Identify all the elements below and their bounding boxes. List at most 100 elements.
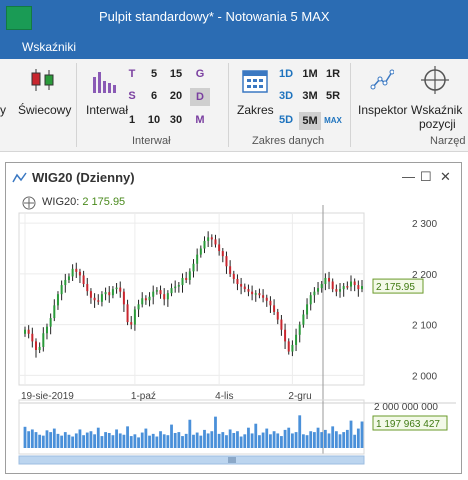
legend-value: 2 175.95 xyxy=(82,196,126,208)
tab-wskazniki[interactable]: Wskaźniki xyxy=(22,40,77,54)
range-option-3m[interactable]: 3M xyxy=(302,90,318,102)
volume-bar xyxy=(283,429,287,448)
range-option-1r[interactable]: 1R xyxy=(325,68,341,80)
y-tick-label: 2 000 xyxy=(412,371,437,382)
range-button[interactable]: Zakres xyxy=(237,103,274,117)
candle xyxy=(159,290,162,295)
candle xyxy=(350,281,353,287)
volume-bar xyxy=(239,436,243,448)
candle xyxy=(188,271,191,280)
candle xyxy=(119,287,122,292)
price-chart[interactable]: 2 000 2 100 2 200 2 300 19-sie-2019 1-paź 4-li… xyxy=(6,163,461,473)
range-option-1d[interactable]: 1D xyxy=(278,68,294,80)
interval-option-6[interactable]: 6 xyxy=(150,90,158,102)
candle xyxy=(97,300,100,302)
volume-bar xyxy=(34,432,38,448)
candle xyxy=(148,296,151,301)
current-price-marker xyxy=(372,278,424,294)
title-bar: Pulpit standardowy* - Notowania 5 MAX xyxy=(0,0,468,34)
candle xyxy=(353,281,356,286)
interval-option-g[interactable]: G xyxy=(195,68,205,80)
volume-bar xyxy=(74,433,78,448)
chart-type-prev-label[interactable]: y xyxy=(0,103,6,117)
chart-legend: WIG20: 2 175.95 xyxy=(42,196,125,208)
volume-bar xyxy=(320,432,324,448)
volume-bar xyxy=(195,432,199,448)
candle xyxy=(144,298,147,301)
volume-bar xyxy=(89,431,93,448)
range-option-5r[interactable]: 5R xyxy=(325,90,341,102)
interval-option-d[interactable]: D xyxy=(190,88,210,106)
candle xyxy=(331,281,334,290)
volume-bar xyxy=(71,436,75,448)
tools-group-label: Narzęd xyxy=(430,135,466,147)
minimize-icon[interactable]: — xyxy=(402,169,415,184)
move-arrows-icon[interactable] xyxy=(22,196,36,210)
interval-option-5[interactable]: 5 xyxy=(150,68,158,80)
volume-bar xyxy=(272,431,276,448)
candle xyxy=(24,329,26,334)
volume-bar xyxy=(236,431,239,448)
volume-bar xyxy=(305,435,309,448)
time-scrollbar[interactable] xyxy=(18,455,365,465)
candle xyxy=(203,240,206,249)
candle xyxy=(104,292,107,295)
volume-bar xyxy=(140,432,144,448)
candle xyxy=(276,311,279,320)
indicator-position-button-line2: pozycji xyxy=(419,117,456,131)
range-option-max[interactable]: MAX xyxy=(324,116,342,125)
volume-bar xyxy=(254,423,258,448)
interval-option-m[interactable]: M xyxy=(195,114,205,126)
chart-type-button[interactable]: Świecowy xyxy=(18,103,72,117)
interval-option-10[interactable]: 10 xyxy=(147,114,161,126)
line-chart-icon xyxy=(12,172,27,183)
volume-bar xyxy=(166,435,170,448)
interval-option-1[interactable]: 1 xyxy=(128,114,136,126)
volume-area xyxy=(18,399,365,455)
interval-button[interactable]: Interwał xyxy=(86,103,129,117)
candle xyxy=(67,276,70,280)
range-option-3d[interactable]: 3D xyxy=(278,90,294,102)
indicator-position-button[interactable]: Wskaźnik xyxy=(411,103,463,117)
candle xyxy=(199,248,202,255)
candle xyxy=(284,329,287,342)
candle xyxy=(115,287,118,290)
interval-option-30[interactable]: 30 xyxy=(169,114,183,126)
candle xyxy=(192,263,195,272)
interval-option-15[interactable]: 15 xyxy=(169,68,183,80)
candle xyxy=(280,319,283,330)
candle xyxy=(71,268,74,277)
volume-bar xyxy=(188,419,192,448)
x-tick-label: 19-sie-2019 xyxy=(21,391,74,402)
volume-bar xyxy=(250,433,254,448)
interval-option-t[interactable]: T xyxy=(128,68,136,80)
interval-group-label: Interwał xyxy=(132,135,171,147)
volume-bar xyxy=(52,428,56,448)
candle xyxy=(137,304,140,310)
candle xyxy=(210,237,213,240)
volume-bar xyxy=(122,434,126,448)
volume-bar xyxy=(60,435,64,448)
candle xyxy=(108,292,111,296)
range-option-5m[interactable]: 5M xyxy=(299,112,321,130)
volume-bar xyxy=(162,434,166,448)
interval-option-s[interactable]: S xyxy=(128,90,136,102)
close-icon[interactable]: ✕ xyxy=(440,169,451,184)
volume-bar xyxy=(258,435,261,448)
interval-bars-icon xyxy=(93,72,116,93)
volume-bar xyxy=(301,434,305,448)
volume-bar xyxy=(243,434,247,448)
inspector-button[interactable]: Inspektor xyxy=(358,103,408,117)
volume-bar xyxy=(280,436,283,448)
candle xyxy=(111,289,114,296)
maximize-icon[interactable]: ☐ xyxy=(420,169,432,184)
volume-bar xyxy=(184,433,188,448)
candle xyxy=(243,286,246,290)
range-option-5d[interactable]: 5D xyxy=(278,114,294,126)
volume-bar xyxy=(210,431,214,448)
range-option-1m[interactable]: 1M xyxy=(302,68,318,80)
interval-option-20[interactable]: 20 xyxy=(169,90,183,102)
candle xyxy=(309,295,312,305)
volume-bar xyxy=(360,421,364,448)
candle xyxy=(328,277,331,282)
